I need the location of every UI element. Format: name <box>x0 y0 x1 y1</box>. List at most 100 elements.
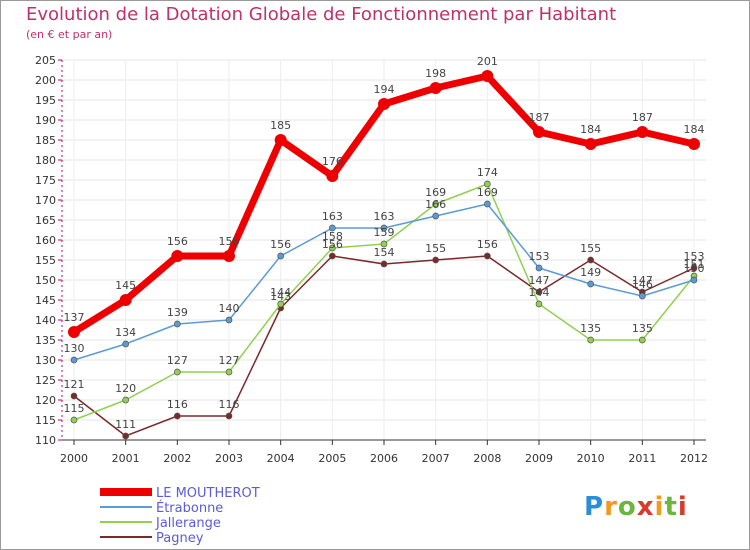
y-tick-label: 190 <box>35 114 56 127</box>
data-label: 156 <box>322 238 343 251</box>
legend-label: Jallerange <box>155 516 221 531</box>
data-label: 155 <box>425 242 446 255</box>
x-tick-label: 2009 <box>525 452 553 465</box>
data-point <box>535 264 543 272</box>
data-point <box>636 126 649 138</box>
data-label: 135 <box>632 322 653 335</box>
data-point <box>70 392 78 400</box>
data-point <box>122 396 130 404</box>
data-point <box>690 264 698 272</box>
data-point <box>277 252 285 260</box>
data-label: 156 <box>477 238 498 251</box>
data-point <box>277 300 285 308</box>
y-tick-label: 115 <box>35 414 56 427</box>
y-tick-label: 155 <box>35 254 56 267</box>
x-tick-label: 2006 <box>370 452 398 465</box>
data-label: 163 <box>374 210 395 223</box>
data-point <box>432 256 440 264</box>
chart-title: Evolution de la Dotation Globale de Fonc… <box>26 4 617 25</box>
y-tick-label: 175 <box>35 174 56 187</box>
data-label: 127 <box>167 354 188 367</box>
data-point <box>483 180 491 188</box>
data-point <box>432 212 440 220</box>
data-point <box>584 138 597 150</box>
data-label: 198 <box>425 67 446 80</box>
data-label: 150 <box>684 262 705 275</box>
proxiti-logo: Proxiti <box>584 492 688 522</box>
data-label: 145 <box>115 279 136 292</box>
data-label: 169 <box>425 186 446 199</box>
y-tick-label: 130 <box>35 354 56 367</box>
y-tick-label: 160 <box>35 234 56 247</box>
data-label: 137 <box>64 311 85 324</box>
data-label: 166 <box>425 198 446 211</box>
data-point <box>225 368 233 376</box>
data-label: 140 <box>219 302 240 315</box>
data-label: 184 <box>684 123 705 136</box>
y-tick-label: 145 <box>35 294 56 307</box>
data-point <box>432 200 440 208</box>
data-point <box>171 250 184 262</box>
data-point <box>122 432 130 440</box>
data-label: 121 <box>64 378 85 391</box>
data-label: 144 <box>270 286 291 299</box>
y-tick-label: 170 <box>35 194 56 207</box>
data-label: 155 <box>580 242 601 255</box>
data-point <box>688 138 700 150</box>
data-point <box>378 98 390 110</box>
data-label: 156 <box>167 235 188 248</box>
data-point <box>587 256 595 264</box>
data-label: 147 <box>529 274 550 287</box>
x-tick-label: 2001 <box>112 452 140 465</box>
data-point <box>274 134 287 146</box>
data-label: 116 <box>219 398 240 411</box>
x-tick-label: 2008 <box>473 452 501 465</box>
data-label: 156 <box>270 238 291 251</box>
x-tick-label: 2000 <box>60 452 88 465</box>
data-label: 111 <box>115 418 136 431</box>
data-label: 144 <box>529 286 550 299</box>
data-point <box>535 300 543 308</box>
y-tick-label: 140 <box>35 314 56 327</box>
y-tick-label: 135 <box>35 334 56 347</box>
data-label: 176 <box>322 155 343 168</box>
data-label: 153 <box>529 250 550 263</box>
data-point <box>223 250 235 262</box>
data-label: 187 <box>529 111 550 124</box>
data-label: 153 <box>684 250 705 263</box>
x-tick-label: 2002 <box>163 452 191 465</box>
data-point <box>328 224 336 232</box>
chart-subtitle: (en € et par an) <box>26 28 113 41</box>
x-tick-label: 2004 <box>267 452 295 465</box>
data-point <box>429 82 442 94</box>
data-point <box>173 368 181 376</box>
y-tick-label: 165 <box>35 214 56 227</box>
y-tick-label: 195 <box>35 94 56 107</box>
data-label: 135 <box>580 322 601 335</box>
data-label: 151 <box>684 258 705 271</box>
data-label: 154 <box>374 246 395 259</box>
legend-label: Pagney <box>156 531 204 546</box>
data-label: 147 <box>632 274 653 287</box>
y-tick-label: 110 <box>35 434 56 447</box>
y-tick-label: 205 <box>35 54 56 67</box>
data-point <box>587 336 595 344</box>
data-point <box>119 294 132 306</box>
data-point <box>173 412 181 420</box>
x-tick-label: 2011 <box>628 452 656 465</box>
data-point <box>380 224 388 232</box>
data-label: 169 <box>477 186 498 199</box>
y-tick-label: 125 <box>35 374 56 387</box>
x-tick-label: 2010 <box>577 452 605 465</box>
x-tick-label: 2012 <box>680 452 708 465</box>
y-tick-label: 185 <box>35 134 56 147</box>
data-point <box>225 316 233 324</box>
data-point <box>690 276 698 284</box>
data-label: 163 <box>322 210 343 223</box>
data-label: 116 <box>167 398 188 411</box>
data-point <box>68 326 80 338</box>
data-label: 158 <box>322 230 343 243</box>
data-point <box>533 126 545 138</box>
data-point <box>481 70 494 82</box>
